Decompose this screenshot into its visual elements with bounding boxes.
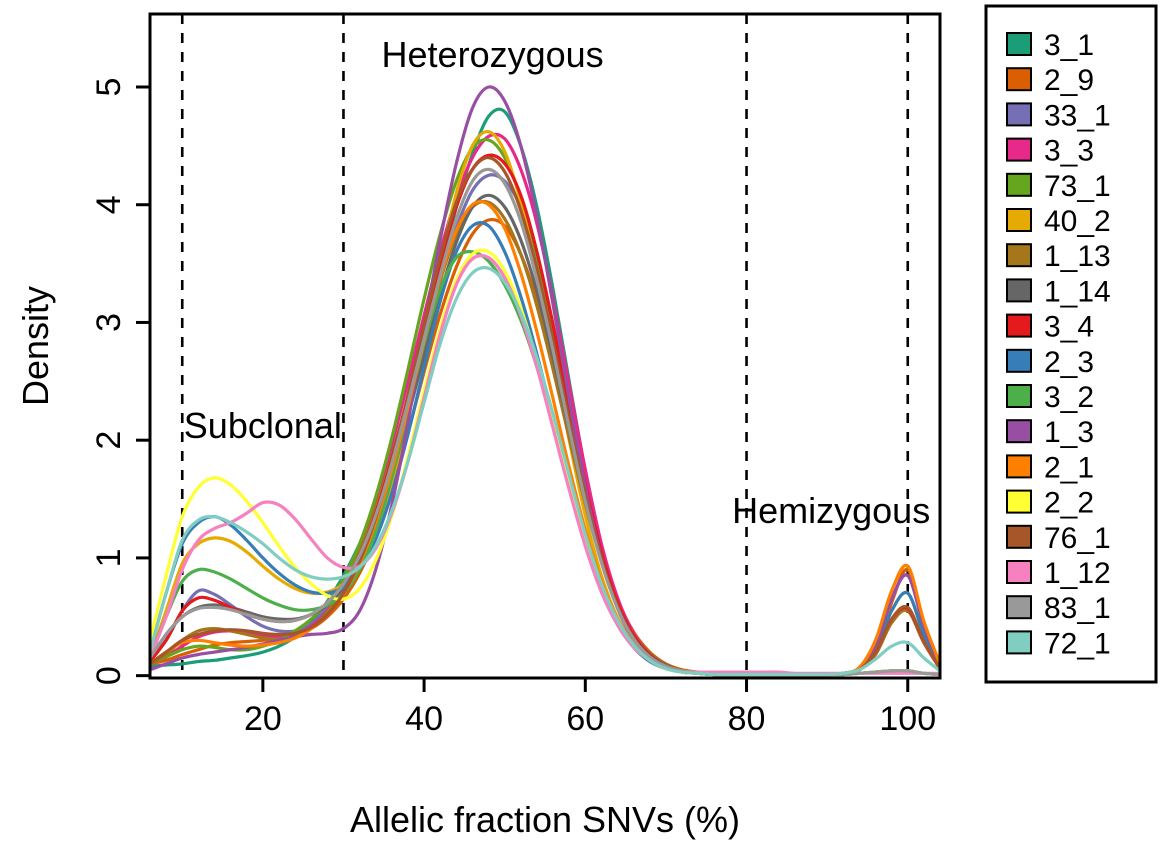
legend-label: 33_1 — [1044, 99, 1111, 132]
x-tick-label: 80 — [728, 700, 766, 738]
legend-swatch — [1006, 348, 1032, 373]
legend-label: 73_1 — [1044, 170, 1111, 203]
legend-swatch — [1006, 243, 1032, 268]
series-line-72_1 — [150, 266, 940, 677]
x-tick-label: 40 — [405, 700, 443, 738]
legend-swatch — [1006, 67, 1032, 92]
y-tick-label: 2 — [90, 431, 128, 450]
legend-label: 1_3 — [1044, 416, 1094, 449]
y-axis: 0 1 2 3 4 5 — [90, 78, 150, 685]
plot-frame — [148, 12, 942, 680]
legend-swatch — [1006, 278, 1032, 303]
y-tick-label: 5 — [90, 78, 128, 97]
x-tick-label: 20 — [244, 700, 282, 738]
x-tick-label: 60 — [566, 700, 604, 738]
legend-swatch — [1006, 172, 1032, 197]
y-tick-label: 1 — [90, 548, 128, 567]
legend-label: 40_2 — [1044, 205, 1111, 238]
x-tick-label: 100 — [879, 700, 936, 738]
legend-swatch — [1006, 560, 1032, 584]
legend-label: 2_9 — [1044, 64, 1094, 97]
y-tick-label: 4 — [90, 195, 128, 214]
y-axis-title: Density — [15, 286, 56, 406]
y-tick-label: 3 — [90, 313, 128, 332]
region-annotations: Heterozygous Subclonal Hemizygous — [184, 34, 930, 531]
threshold-lines — [180, 14, 910, 678]
legend-label: 2_2 — [1044, 487, 1094, 520]
legend-swatch — [1006, 102, 1032, 127]
legend-swatch — [1006, 630, 1032, 655]
legend-label: 3_2 — [1044, 381, 1094, 414]
legend-swatch — [1006, 419, 1032, 444]
legend-swatch — [1006, 454, 1032, 479]
legend-swatch — [1006, 32, 1032, 56]
x-axis: 20 40 60 80 100 — [244, 678, 936, 738]
legend-swatch — [1006, 313, 1032, 338]
legend-label: 2_3 — [1044, 346, 1094, 379]
legend-label: 83_1 — [1044, 592, 1111, 625]
legend-label: 3_3 — [1044, 135, 1094, 168]
legend-label: 1_14 — [1044, 275, 1111, 308]
annotation-label: Subclonal — [184, 405, 342, 446]
legend-swatch — [1006, 384, 1032, 408]
legend-label: 72_1 — [1044, 627, 1111, 660]
legend-label: 2_1 — [1044, 451, 1094, 484]
annotation-label: Heterozygous — [382, 34, 604, 75]
x-axis-title: Allelic fraction SNVs (%) — [350, 799, 740, 840]
legend-swatch — [1006, 595, 1032, 620]
legend-label: 1_13 — [1044, 240, 1111, 273]
legend-label: 3_4 — [1044, 311, 1094, 344]
legend-swatch — [1006, 208, 1032, 232]
legend: 3_12_933_13_373_140_21_131_143_42_33_21_… — [1006, 29, 1111, 660]
annotation-label: Hemizygous — [732, 490, 930, 531]
legend-swatch — [1006, 137, 1032, 162]
legend-label: 76_1 — [1044, 522, 1111, 555]
y-tick-label: 0 — [90, 666, 128, 685]
legend-swatch — [1006, 524, 1032, 549]
density-curves — [150, 85, 940, 677]
legend-label: 3_1 — [1044, 29, 1094, 62]
legend-swatch — [1006, 489, 1032, 514]
legend-label: 1_12 — [1044, 557, 1111, 590]
